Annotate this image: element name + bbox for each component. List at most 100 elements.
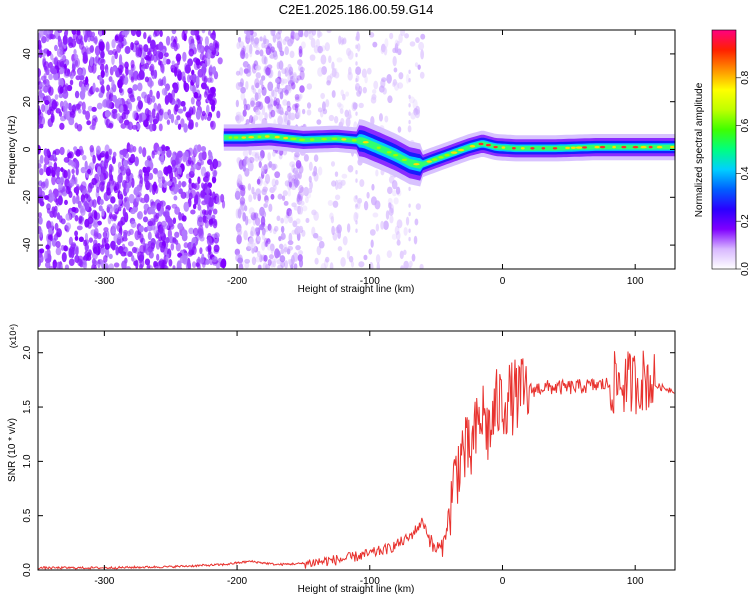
spectrogram-noise-cell bbox=[420, 49, 425, 60]
spectrogram-noise-cell bbox=[308, 175, 312, 183]
spectrogram-noise-cell bbox=[156, 146, 163, 156]
spectrogram-noise-cell bbox=[109, 183, 114, 193]
spectrogram-noise-cell bbox=[166, 149, 172, 158]
spectrogram-noise-cell bbox=[329, 262, 334, 269]
spectrogram-noise-cell bbox=[239, 200, 245, 207]
spectrogram-noise-cell bbox=[118, 245, 124, 254]
spectrogram-noise-cell bbox=[87, 89, 93, 97]
spectrogram-noise-cell bbox=[277, 193, 283, 200]
spectrogram-noise-cell bbox=[341, 173, 348, 179]
spectrogram-noise-cell bbox=[130, 76, 135, 83]
spectrogram-ridge-peak bbox=[575, 146, 583, 149]
spectrogram-noise-cell bbox=[394, 225, 400, 235]
spectrogram-noise-cell bbox=[276, 61, 281, 70]
spectrogram-ridge-peak bbox=[393, 153, 399, 157]
spectrogram-noise-cell bbox=[53, 197, 58, 203]
spectrogram-noise-cell bbox=[293, 73, 298, 82]
spectrogram-noise-cell bbox=[184, 150, 189, 161]
spectrogram-noise-cell bbox=[50, 113, 55, 124]
spectrogram-noise-cell bbox=[83, 239, 88, 247]
spectrogram-noise-cell bbox=[210, 86, 216, 94]
spectrogram-noise-cell bbox=[322, 108, 328, 115]
spectrogram-noise-cell bbox=[163, 211, 170, 219]
spectrogram-noise-cell bbox=[255, 256, 261, 263]
spectrogram-noise-cell bbox=[242, 149, 249, 157]
spectrogram-noise-cell bbox=[188, 227, 195, 235]
spectrogram-noise-cell bbox=[261, 84, 265, 91]
spectrogram-noise-cell bbox=[217, 57, 223, 65]
spectrogram-noise-cell bbox=[299, 186, 305, 197]
spectrogram-noise-cell bbox=[176, 115, 181, 121]
spectrogram-noise-cell bbox=[295, 225, 301, 235]
spectrogram-noise-cell bbox=[55, 240, 61, 249]
spectrogram-noise-cell bbox=[281, 78, 288, 84]
spectrogram-noise-cell bbox=[162, 56, 167, 66]
spectrogram-noise-cell bbox=[211, 102, 216, 112]
spectrogram-noise-cell bbox=[201, 30, 206, 34]
spectrogram-noise-cell bbox=[270, 89, 275, 97]
spectrogram-noise-cell bbox=[362, 86, 367, 94]
spectrogram-noise-cell bbox=[300, 41, 306, 49]
spectrogram-noise-cell bbox=[201, 110, 206, 117]
spectrogram-noise-cell bbox=[65, 222, 72, 231]
spectrogram-noise-cell bbox=[165, 58, 171, 65]
spectrogram-noise-cell bbox=[153, 225, 158, 235]
spectrogram-noise-cell bbox=[108, 122, 114, 129]
spectrogram-noise-cell bbox=[125, 66, 129, 76]
spectrogram-noise-cell bbox=[144, 159, 151, 167]
spectrogram-noise-cell bbox=[56, 178, 61, 184]
spectrogram-noise-cell bbox=[273, 225, 279, 232]
spectrogram-noise-cell bbox=[204, 57, 211, 67]
spectrogram-noise-cell bbox=[415, 203, 422, 211]
spectrogram-noise-cell bbox=[110, 87, 114, 96]
spectrogram-noise-cell bbox=[403, 226, 408, 236]
spectrogram-noise-cell bbox=[40, 181, 46, 189]
spectrogram-noise-cell bbox=[342, 37, 347, 43]
spectrogram-noise-cell bbox=[131, 255, 135, 262]
spectrogram-noise-cell bbox=[80, 166, 86, 174]
spectrogram-noise-cell bbox=[135, 47, 141, 57]
spectrogram-noise-cell bbox=[181, 215, 187, 222]
spectrogram-noise-cell bbox=[303, 30, 309, 38]
spectrogram-noise-cell bbox=[294, 93, 300, 100]
spectrogram-noise-cell bbox=[284, 260, 289, 269]
spectrogram-noise-cell bbox=[347, 109, 352, 119]
spectrogram-noise-cell bbox=[170, 186, 177, 195]
spectrogram-noise-cell bbox=[139, 197, 143, 203]
spectrogram-noise-cell bbox=[254, 92, 259, 102]
spectrogram-noise-cell bbox=[259, 224, 265, 230]
spectrogram-noise-cell bbox=[122, 182, 128, 189]
spectrogram-noise-cell bbox=[63, 169, 68, 179]
spectrogram-noise-cell bbox=[105, 41, 110, 52]
spectrogram-noise-cell bbox=[204, 194, 210, 205]
spectrogram-ridge-peak bbox=[478, 142, 484, 146]
spectrogram-noise-cell bbox=[75, 103, 81, 110]
spectrogram-noise-cell bbox=[388, 202, 392, 209]
spectrogram-noise-cell bbox=[210, 120, 216, 130]
spectrogram-ridge-peak bbox=[274, 135, 280, 139]
spectrogram-noise-cell bbox=[158, 182, 165, 189]
spectrogram-noise-cell bbox=[264, 225, 269, 233]
spectrogram-noise-cell bbox=[298, 30, 304, 38]
spectrogram-noise-cell bbox=[130, 97, 136, 103]
spectrogram-noise-cell bbox=[174, 36, 178, 45]
spectrogram-noise-cell bbox=[248, 115, 254, 124]
spectrogram-noise-cell bbox=[92, 82, 96, 93]
spectrogram-noise-cell bbox=[78, 80, 83, 88]
spectrogram-noise-cell bbox=[181, 71, 186, 82]
spectrogram-noise-cell bbox=[143, 174, 149, 183]
spectrogram-noise-cell bbox=[159, 52, 163, 59]
spectrogram-noise-cell bbox=[317, 166, 323, 176]
spectrogram-noise-cell bbox=[164, 265, 169, 269]
spectrogram-noise-cell bbox=[126, 98, 131, 105]
spectrogram-noise-cell bbox=[287, 69, 292, 76]
spectrogram-noise-cell bbox=[140, 58, 144, 66]
spectrogram-noise-cell bbox=[277, 264, 284, 269]
spectrogram-noise-cell bbox=[366, 67, 372, 75]
spectrogram-noise-cell bbox=[63, 156, 70, 163]
spectrogram-noise-cell bbox=[255, 65, 259, 71]
spectrogram-noise-cell bbox=[336, 57, 343, 63]
spectrogram-noise-cell bbox=[307, 30, 313, 34]
spectrogram-noise-cell bbox=[161, 63, 165, 74]
spectrogram-noise-cell bbox=[190, 189, 197, 199]
